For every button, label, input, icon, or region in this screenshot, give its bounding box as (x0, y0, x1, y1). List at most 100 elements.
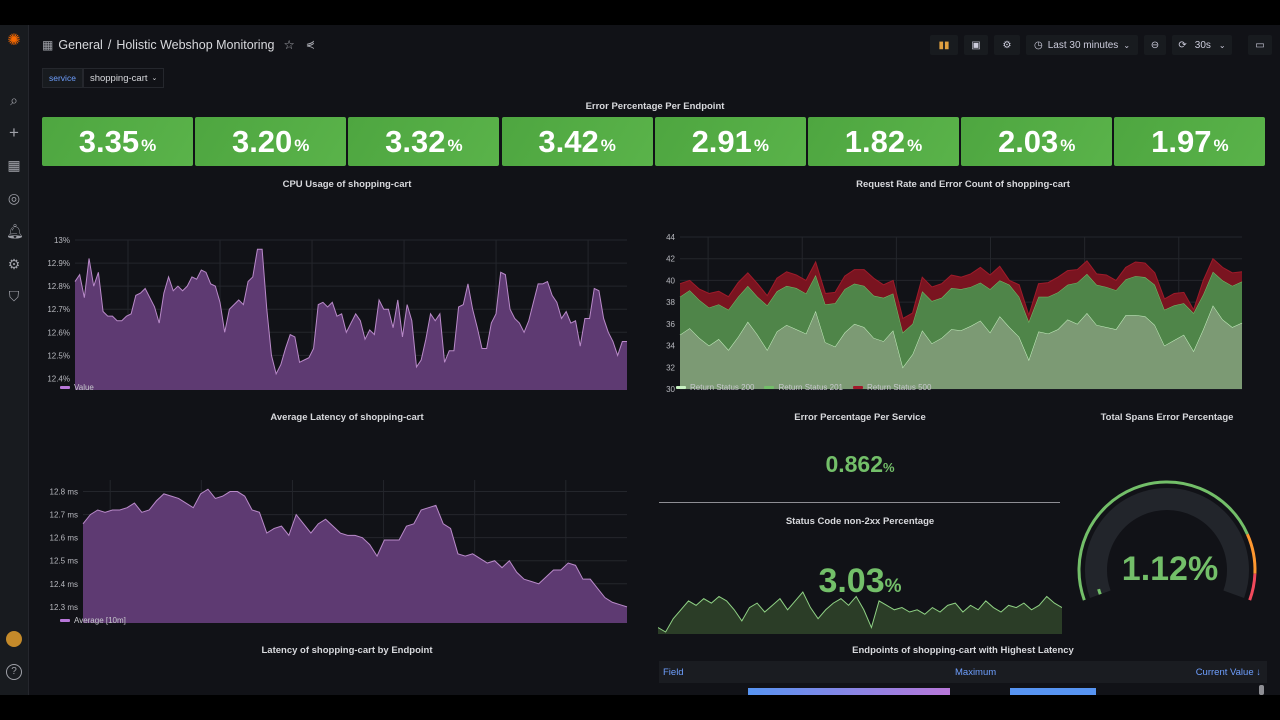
legend-item[interactable]: Average [10m] (60, 616, 126, 625)
table-scrollbar[interactable] (1259, 685, 1264, 695)
y-tick-label: 44 (666, 233, 675, 242)
y-tick-label: 12.6 ms (50, 534, 78, 543)
stat-value: 2.03 (997, 123, 1059, 159)
refresh-icon: ⟳ (1178, 39, 1187, 51)
time-range-picker[interactable]: ◷ Last 30 minutes ⌄ (1026, 35, 1138, 55)
dashboards-grid-icon: ▦ (42, 37, 54, 52)
stat-value: 3.32 (385, 123, 446, 159)
search-icon[interactable]: ⌕ (10, 92, 18, 108)
dashboards-grid-icon[interactable]: ▦ (7, 157, 21, 173)
legend-item[interactable]: Value (60, 383, 94, 392)
grafana-logo-icon[interactable]: ✺ (7, 32, 21, 49)
endpoint-error-stat[interactable]: 1.82% (808, 117, 959, 166)
stat-unit: % (753, 135, 770, 155)
gauge-value: 1.12% (1121, 550, 1219, 588)
series-area (680, 271, 1242, 368)
endpoint-error-stat[interactable]: 1.97% (1114, 117, 1266, 166)
stat-value: 1.82 (844, 123, 906, 159)
breadcrumb: ▦ General / Holistic Webshop Monitoring … (42, 37, 315, 53)
compass-icon[interactable]: ◎ (7, 190, 21, 206)
settings-gear-icon[interactable]: ⚙ (994, 35, 1020, 55)
panel-title: CPU Usage of shopping-cart (282, 179, 412, 190)
refresh-picker[interactable]: ⟳ 30s ⌄ (1172, 35, 1232, 55)
series-line (679, 257, 1243, 320)
gauge-threshold-band (1077, 480, 1249, 601)
shield-icon[interactable]: ⛉ (8, 288, 20, 304)
sparkline-area (658, 592, 1062, 634)
endpoint-error-stat[interactable]: 3.42% (501, 117, 653, 166)
gauge-value-arc (1097, 588, 1102, 595)
breadcrumb-folder[interactable]: General (58, 37, 103, 52)
series-area (83, 489, 627, 623)
zoom-out-icon[interactable]: ⊖ (1144, 35, 1166, 55)
service-error-value: 0.862% (825, 451, 895, 477)
y-tick-label: 12.8% (47, 282, 70, 291)
add-panel-icon[interactable]: ▮▮ (930, 35, 958, 55)
stat-unit: % (907, 135, 923, 155)
variable-select[interactable]: shopping-cart ⌄ (82, 68, 165, 88)
legend-item[interactable]: Return Status 500 (852, 383, 931, 392)
y-tick-label: 36 (666, 320, 675, 329)
x-tick-label: 15:35 (282, 629, 303, 630)
gear-icon[interactable]: ⚙ (7, 256, 21, 272)
legend-item[interactable]: Return Status 200 (676, 383, 754, 392)
request-rate-chart[interactable]: 444240383634323015:2515:3015:3515:4015:4… (650, 205, 1250, 395)
stat-unit: % (1213, 135, 1229, 155)
non2xx-sparkline (658, 591, 1062, 634)
chevron-down-icon: ⌄ (151, 75, 158, 82)
stat-unit: % (294, 135, 310, 155)
x-tick-label: 15:30 (191, 629, 212, 630)
endpoint-error-stat[interactable]: 2.91% (654, 117, 806, 166)
x-tick-label: 15:50 (556, 629, 577, 630)
average-latency-chart[interactable]: 12.8 ms 12.7 ms 12.6 ms 12.5 ms 12.4 ms 12.3 … (40, 450, 640, 630)
y-tick-label: 32 (666, 363, 675, 372)
help-icon[interactable]: ? (6, 664, 22, 680)
y-tick-label: 12.4% (47, 374, 70, 383)
y-tick-label: 12.8 ms (50, 488, 78, 497)
chevron-down-icon: ⌄ (1123, 40, 1131, 50)
stat-value: 3.20 (231, 123, 293, 159)
y-tick-label: 12.6% (47, 328, 70, 337)
stat-value: 2.91 (691, 123, 752, 159)
series-area (75, 249, 627, 390)
y-tick-label: 12.7 ms (50, 511, 78, 520)
star-icon[interactable]: ☆ (283, 38, 295, 52)
y-tick-label: 34 (666, 342, 675, 351)
panel-title: Endpoints of shopping-cart with Highest … (852, 645, 1074, 656)
y-tick-label: 40 (666, 276, 675, 285)
panel-title: Error Percentage Per Endpoint (585, 101, 725, 112)
bell-icon[interactable]: 🔔︎ (6, 223, 24, 239)
column-field[interactable]: Field (663, 667, 684, 678)
refresh-interval: 30s (1194, 39, 1211, 51)
save-icon[interactable]: ▣ (964, 35, 988, 55)
y-tick-label: 12.5% (47, 351, 70, 360)
non2xx-value: 3.03% (818, 562, 902, 600)
chart-legend: Average [10m] (60, 616, 126, 625)
column-maximum[interactable]: Maximum (955, 667, 997, 678)
series-area (680, 258, 1242, 333)
tv-mode-icon[interactable]: ▭ (1248, 35, 1272, 55)
cpu-usage-chart[interactable]: 13%12.9%12.8%12.7%12.6%12.5%12.4%15:2515… (40, 205, 640, 395)
breadcrumb-separator: / (107, 37, 112, 52)
plus-icon[interactable]: + (9, 123, 19, 142)
dashboard-title[interactable]: Holistic Webshop Monitoring (116, 37, 275, 52)
endpoint-error-stat[interactable]: 3.20% (195, 117, 347, 166)
user-avatar[interactable] (6, 631, 22, 647)
gauge-track (1085, 488, 1249, 599)
column-current-value[interactable]: Current Value ↓ (1195, 667, 1261, 678)
share-icon[interactable]: ⋞ (305, 39, 315, 51)
endpoint-error-stat[interactable]: 3.32% (348, 117, 500, 166)
series-line (82, 488, 628, 608)
endpoint-error-stat[interactable]: 2.03% (961, 117, 1113, 166)
variable-label: service (42, 68, 83, 88)
x-tick-label: 15:45 (465, 629, 486, 630)
gauge-threshold-band (1248, 573, 1257, 601)
y-tick-label: 12.5 ms (50, 557, 78, 566)
legend-item[interactable]: Return Status 201 (764, 383, 843, 392)
sparkline-line (658, 591, 1062, 633)
y-tick-label: 13% (54, 236, 70, 245)
panel-divider (659, 502, 1060, 503)
panel-title: Latency of shopping-cart by Endpoint (261, 645, 433, 656)
stat-value: 1.97 (1151, 123, 1212, 159)
endpoint-error-stat[interactable]: 3.35% (42, 117, 193, 166)
